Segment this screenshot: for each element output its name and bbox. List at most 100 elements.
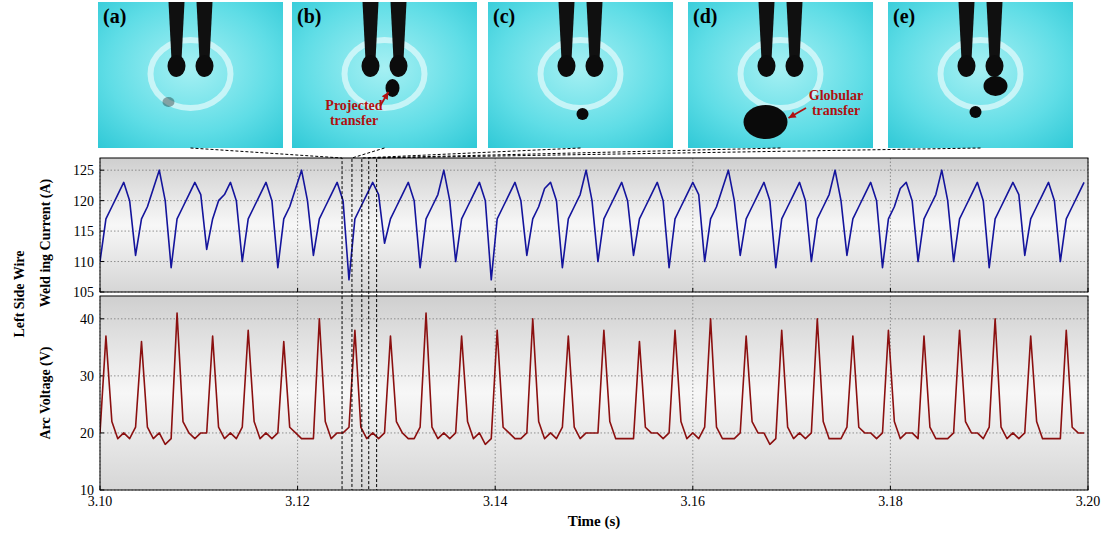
frame-connector <box>369 148 781 490</box>
grid-line <box>100 375 1088 376</box>
arrow-head <box>382 92 389 100</box>
annotation-line: transfer <box>330 113 378 128</box>
tick-mark <box>100 318 104 319</box>
axis-title: Time (s) <box>568 513 621 530</box>
chart-0: 105 110 115 120 125 Weld ing Current (A) <box>38 158 1088 307</box>
annotation: Globulartransfer <box>809 88 863 118</box>
series-line <box>100 313 1084 444</box>
frame-connector <box>191 148 343 490</box>
panel-label: (b) <box>297 5 321 28</box>
frame-connector <box>352 148 385 490</box>
droplet <box>984 76 1008 96</box>
panel-image <box>488 2 673 148</box>
grid-line <box>100 261 1088 262</box>
tick-label: 3.18 <box>878 494 903 509</box>
wire-tip <box>390 55 408 77</box>
wire <box>363 2 379 60</box>
tick-mark <box>495 486 496 490</box>
annotation-line: transfer <box>812 103 860 118</box>
wire-tip <box>958 55 976 77</box>
image-panel: (b) Projectedtransfer <box>292 2 477 148</box>
data-group <box>100 313 1084 444</box>
data-group <box>100 170 1084 280</box>
annotation-arrow <box>380 92 389 106</box>
wire-tip <box>558 55 576 77</box>
wire <box>587 2 603 60</box>
droplet <box>577 108 589 120</box>
wire <box>759 2 775 60</box>
frame-connector <box>377 148 981 490</box>
tick-mark <box>692 288 693 292</box>
wire-tip <box>586 55 604 77</box>
tick-label: 105 <box>73 285 94 300</box>
tick-label: 115 <box>74 224 94 239</box>
plot-background <box>100 296 1088 490</box>
grid-line <box>692 296 693 490</box>
panel-label: (d) <box>693 5 717 28</box>
arc-halo <box>941 40 1021 108</box>
droplet <box>970 106 982 118</box>
chart-1: 102030403.103.123.143.163.183.20Arc Volt… <box>38 296 1100 530</box>
tick-mark <box>890 288 891 292</box>
annotation-arrow <box>789 108 807 118</box>
grid-line <box>297 158 298 292</box>
series-line <box>100 170 1084 280</box>
plot-frame <box>100 158 1088 292</box>
image-panels: (a)(b)Projectedtransfer(c)(d)Globulartra… <box>98 2 1073 148</box>
droplet <box>163 97 175 107</box>
panel-image <box>888 2 1073 148</box>
arc-halo <box>151 40 231 108</box>
annotation-line: Globular <box>809 88 863 103</box>
grid-line <box>100 231 1088 232</box>
panel-label: (e) <box>893 5 915 28</box>
tick-label: 3.10 <box>88 494 113 509</box>
wire <box>169 2 185 60</box>
tick-label: 3.12 <box>285 494 310 509</box>
panel-image <box>688 2 873 148</box>
plot-frame <box>100 296 1088 490</box>
axis-title: Weld ing Current (A) <box>38 178 54 307</box>
image-panel: (a) <box>98 2 283 148</box>
axis-title: Arc Voltage (V) <box>38 346 54 439</box>
wire <box>787 2 803 60</box>
wire-tip <box>168 55 186 77</box>
grid-line <box>890 296 891 490</box>
grid-line <box>495 158 496 292</box>
panel-label: (c) <box>493 5 515 28</box>
tick-label: 3.14 <box>483 494 508 509</box>
image-panel: (d) Globulartransfer <box>688 2 873 148</box>
grid-line <box>100 170 1088 171</box>
grid-line <box>495 296 496 490</box>
grid-line <box>297 296 298 490</box>
tick-label: 110 <box>74 255 94 270</box>
droplet <box>744 105 788 139</box>
wire-tip <box>986 55 1004 77</box>
tick-label: 125 <box>73 163 94 178</box>
image-panel: (c) <box>488 2 673 148</box>
wire-tip <box>786 55 804 77</box>
panel-image <box>98 2 283 148</box>
tick-mark <box>692 486 693 490</box>
wire <box>559 2 575 60</box>
wire <box>959 2 975 60</box>
tick-label: 3.20 <box>1076 494 1101 509</box>
figure: 105110115120125Weld ing Current (A)10203… <box>0 0 1115 535</box>
annotation-line: Projected <box>325 98 382 113</box>
arc-halo <box>541 40 621 108</box>
wire <box>391 2 407 60</box>
panel-image <box>292 2 477 148</box>
shared-axis-title: Left Side Wire <box>12 250 27 337</box>
tick-mark <box>495 288 496 292</box>
grid-line <box>100 200 1088 201</box>
tick-mark <box>890 486 891 490</box>
tick-label: 20 <box>80 426 94 441</box>
tick-label: 30 <box>80 369 94 384</box>
grid-line <box>890 158 891 292</box>
tick-mark <box>297 486 298 490</box>
wire-tip <box>362 55 380 77</box>
tick-mark <box>100 170 104 171</box>
grid-line <box>100 318 1088 319</box>
wire <box>197 2 213 60</box>
tick-label: 120 <box>73 194 94 209</box>
arrow-head <box>789 111 797 118</box>
